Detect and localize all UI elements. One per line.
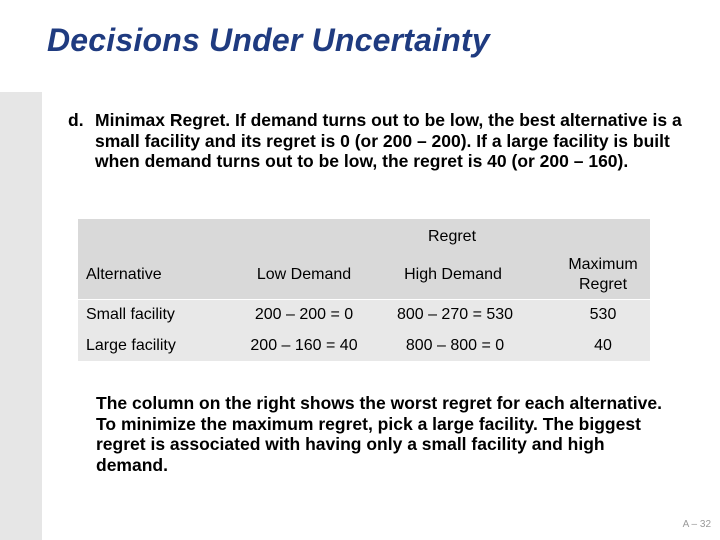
header-maximum-regret-line1: Maximum (568, 256, 638, 273)
row-small-high: 800 – 270 = 530 (396, 306, 514, 323)
paragraph-d-label: d. (68, 110, 84, 130)
slide-title: Decisions Under Uncertainty (47, 22, 490, 58)
row-large-low: 200 – 160 = 40 (250, 337, 358, 354)
row-large-max: 40 (594, 337, 612, 354)
row-large-high: 800 – 800 = 0 (405, 337, 505, 354)
table-header-divider (78, 299, 650, 300)
regret-group-header: Regret (427, 228, 477, 245)
row-large-alternative: Large facility (86, 337, 176, 354)
paragraph-d: d. Minimax Regret. If demand turns out t… (68, 110, 688, 172)
page-number: A – 32 (682, 519, 711, 530)
regret-table: Regret Alternative Low Demand High Deman… (78, 219, 650, 361)
header-alternative: Alternative (86, 266, 162, 283)
header-high-demand: High Demand (404, 266, 502, 283)
header-low-demand: Low Demand (256, 266, 352, 283)
row-small-low: 200 – 200 = 0 (254, 306, 354, 323)
left-gray-bar (0, 92, 42, 540)
row-small-alternative: Small facility (86, 306, 175, 323)
paragraph-summary: The column on the right shows the worst … (96, 393, 662, 475)
header-maximum-regret-line2: Regret (578, 276, 628, 293)
row-small-max: 530 (589, 306, 617, 323)
paragraph-d-text: Minimax Regret. If demand turns out to b… (95, 110, 682, 171)
